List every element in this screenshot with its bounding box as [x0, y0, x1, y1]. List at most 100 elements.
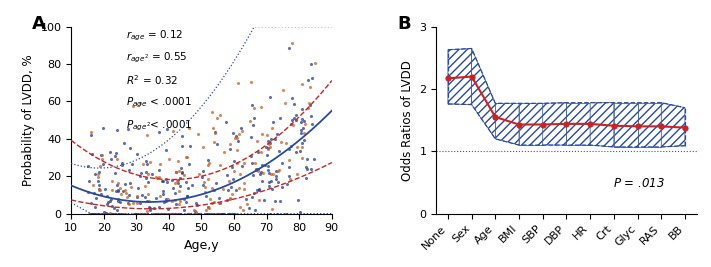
- Point: [222, 198, 233, 202]
- Point: [173, 189, 184, 193]
- Point: [277, 161, 288, 165]
- Point: [141, 199, 152, 203]
- Point: [92, 179, 104, 184]
- Point: [303, 106, 314, 110]
- Point: [292, 198, 304, 202]
- Point: [127, 201, 139, 205]
- Point: [296, 120, 307, 124]
- Point: [247, 160, 258, 165]
- Point: [257, 179, 268, 183]
- Point: [218, 211, 229, 216]
- Point: [254, 188, 265, 192]
- Point: [121, 211, 132, 216]
- Point: [161, 211, 172, 216]
- Point: [228, 177, 239, 182]
- Point: [140, 170, 151, 175]
- Point: [210, 181, 222, 185]
- Point: [109, 154, 120, 158]
- Point: [176, 170, 188, 174]
- Point: [198, 145, 209, 149]
- Point: [218, 211, 229, 216]
- Point: [296, 141, 308, 145]
- Point: [146, 172, 158, 176]
- Point: [291, 145, 302, 150]
- Point: [257, 132, 268, 137]
- Point: [114, 211, 125, 216]
- Point: [218, 150, 229, 154]
- Point: [231, 148, 242, 152]
- Text: $P_{age}$ < .0001: $P_{age}$ < .0001: [126, 96, 192, 110]
- Point: [183, 211, 194, 216]
- Point: [85, 201, 97, 206]
- Point: [250, 168, 262, 172]
- Point: [160, 177, 171, 181]
- Point: [225, 196, 236, 200]
- Point: [264, 141, 276, 145]
- Point: [97, 157, 108, 161]
- Point: [184, 211, 196, 216]
- Point: [159, 211, 171, 216]
- Point: [247, 123, 259, 127]
- Point: [277, 88, 289, 92]
- Point: [124, 193, 135, 197]
- Point: [178, 197, 189, 201]
- Point: [86, 152, 97, 156]
- Point: [180, 154, 191, 159]
- Point: [208, 140, 220, 144]
- Point: [198, 183, 209, 187]
- Polygon shape: [614, 103, 638, 147]
- Point: [192, 211, 203, 216]
- Point: [153, 168, 164, 172]
- Point: [188, 208, 200, 213]
- Polygon shape: [542, 103, 567, 145]
- Point: [128, 211, 139, 216]
- Point: [181, 155, 193, 159]
- Point: [112, 197, 124, 201]
- Point: [216, 211, 228, 216]
- Point: [95, 192, 107, 197]
- Point: [124, 168, 135, 173]
- Point: [85, 211, 96, 216]
- Point: [106, 188, 117, 192]
- Point: [232, 136, 243, 140]
- Point: [91, 211, 102, 216]
- Point: [281, 182, 292, 186]
- Point: [160, 211, 171, 216]
- Point: [92, 211, 104, 216]
- Point: [207, 186, 218, 190]
- Point: [272, 180, 284, 184]
- Point: [83, 211, 95, 216]
- Point: [173, 211, 185, 216]
- Point: [178, 207, 190, 212]
- Point: [191, 211, 203, 216]
- Point: [170, 198, 181, 202]
- Point: [110, 189, 122, 193]
- Point: [204, 197, 215, 201]
- Point: [159, 200, 170, 204]
- Point: [131, 194, 142, 198]
- Point: [292, 172, 303, 176]
- Point: [139, 194, 151, 199]
- Point: [283, 165, 294, 170]
- Point: [85, 130, 97, 135]
- Point: [141, 209, 152, 213]
- Point: [442, 76, 454, 81]
- Point: [255, 172, 266, 176]
- Point: [167, 199, 178, 203]
- Point: [221, 120, 232, 124]
- Point: [303, 101, 314, 105]
- Point: [270, 174, 282, 178]
- Point: [130, 211, 141, 216]
- Point: [82, 164, 94, 168]
- Polygon shape: [496, 103, 519, 145]
- Point: [93, 170, 105, 174]
- Point: [131, 201, 142, 205]
- Point: [287, 118, 298, 123]
- Point: [206, 110, 218, 114]
- Point: [203, 206, 215, 210]
- Point: [232, 138, 244, 143]
- Point: [132, 186, 144, 190]
- Point: [294, 149, 305, 153]
- Point: [306, 122, 318, 126]
- Point: [201, 211, 213, 216]
